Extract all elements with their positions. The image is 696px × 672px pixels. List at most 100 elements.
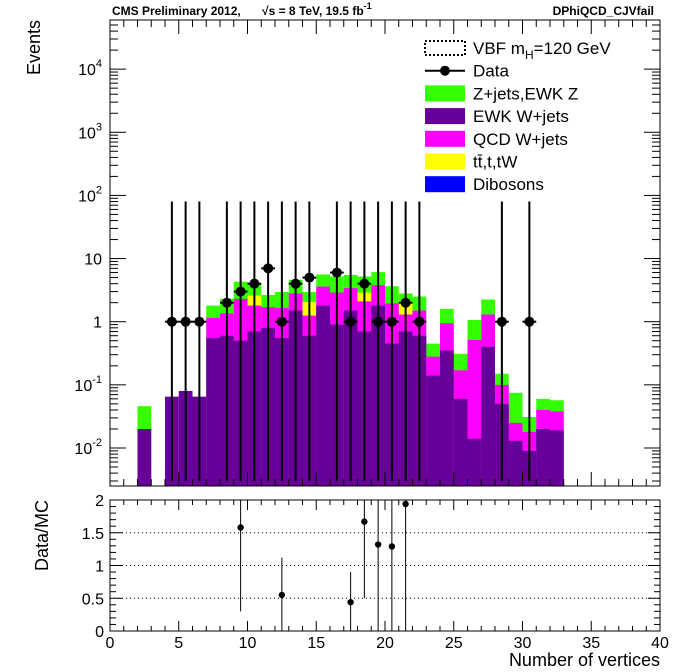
header-energy-sup: -1	[364, 1, 372, 11]
data-point-9	[304, 272, 315, 283]
legend: VBF mH=120 GeV Data Z+jets,EWK Z EWK W+jets…	[424, 39, 612, 194]
ratio-point-2	[347, 598, 354, 606]
ratio-points	[237, 500, 409, 631]
bar-1-bin-2	[137, 428, 152, 486]
data-point-3	[221, 297, 232, 308]
legend-label-text-0: VBF m	[473, 39, 525, 58]
ratio-panel: 00.511.520 5 10 15 20 25 30 35 40 Data/MC Number…	[32, 493, 669, 670]
main-ytick-base-6: 10	[78, 62, 96, 79]
legend-label-text-5: tt̄,t,tW	[473, 153, 517, 172]
legend-label-text-4: QCD W+jets	[473, 130, 568, 149]
ratio-point-6	[402, 500, 409, 508]
bar-1-bin-7	[206, 338, 220, 486]
ratio-y-title: Data/MC	[32, 500, 52, 571]
legend-label-1: Data	[473, 62, 509, 81]
legend-label-5: tt̄,t,tW	[473, 153, 517, 172]
data-point-14	[386, 316, 397, 327]
data-point-0	[166, 316, 177, 327]
header-right: DPhiQCD_CJVfail	[553, 4, 654, 18]
data-point-16	[414, 316, 425, 327]
main-ytick-exp-6: 4	[96, 58, 102, 70]
ratio-axes: 00.511.520 5 10 15 20 25 30 35 40	[82, 493, 669, 652]
bar-1-bin-23	[426, 375, 440, 486]
legend-swatch-0	[424, 40, 466, 56]
data-point-10	[331, 267, 342, 278]
ratio-xtick-label-3: 15	[307, 635, 325, 652]
bar-1-bin-25	[453, 398, 468, 486]
main-ytick-base-2: 1	[93, 315, 102, 332]
bar-1-bin-27	[481, 346, 495, 486]
ratio-ytick-label-0: 0	[95, 624, 104, 641]
ratio-xtick-label-4: 20	[376, 635, 394, 652]
ratio-xtick-label-5: 25	[445, 635, 463, 652]
legend-label-text-1: Data	[473, 62, 509, 81]
main-ytick-base-5: 10	[78, 125, 96, 142]
bar-1-bin-24	[440, 350, 454, 486]
legend-swatch-2	[425, 85, 465, 102]
ratio-ytick-label-2: 1	[95, 559, 104, 576]
main-ytick-exp-4: 2	[96, 184, 102, 196]
legend-label-4: QCD W+jets	[473, 130, 568, 149]
data-points	[165, 201, 537, 482]
legend-label-tail-0: =120 GeV	[534, 39, 612, 58]
ratio-xtick-label-1: 5	[174, 635, 183, 652]
main-ytick-label-2: 1	[93, 315, 102, 332]
data-point-17	[496, 316, 507, 327]
main-ytick-label-5: 103	[78, 121, 102, 142]
ratio-point-4	[374, 541, 382, 548]
legend-label-sub-0: H	[525, 48, 534, 62]
ratio-xtick-label-8: 40	[651, 635, 669, 652]
ratio-xtick-label-7: 35	[582, 635, 600, 652]
ratio-point-3	[361, 518, 368, 525]
main-ytick-base-1: 10	[74, 378, 92, 395]
data-point-7	[276, 316, 287, 327]
data-point-1	[180, 316, 191, 327]
data-point-2	[194, 316, 205, 327]
header-left: CMS Preliminary 2012,	[112, 4, 241, 18]
data-point-11	[345, 316, 356, 327]
main-ytick-label-1: 10-1	[74, 374, 102, 395]
data-point-6	[263, 263, 274, 274]
legend-swatch-1	[440, 65, 450, 76]
ratio-x-title: Number of vertices	[509, 650, 660, 670]
ratio-xtick-label-6: 30	[514, 635, 532, 652]
data-point-13	[373, 316, 384, 327]
legend-label-2: Z+jets,EWK Z	[473, 84, 578, 103]
data-point-15	[400, 297, 411, 308]
data-point-12	[359, 278, 370, 289]
legend-swatch-5	[425, 153, 465, 170]
ratio-point-1	[278, 591, 286, 599]
header-energy-text: √s = 8 TeV, 19.5 fb	[262, 4, 364, 18]
data-point-18	[524, 316, 535, 327]
header-energy: √s = 8 TeV, 19.5 fb-1	[262, 1, 372, 18]
main-ytick-exp-1: -1	[92, 374, 102, 386]
bar-1-bin-32	[550, 430, 564, 486]
ratio-point-0	[237, 524, 244, 531]
data-point-8	[290, 278, 301, 289]
main-ytick-exp-0: -2	[92, 437, 102, 449]
main-ytick-label-3: 10	[84, 252, 102, 269]
legend-label-6: Dibosons	[473, 175, 544, 194]
data-point-5	[249, 278, 260, 289]
ratio-ytick-label-3: 1.5	[82, 526, 104, 543]
bar-1-bin-26	[467, 438, 482, 486]
main-ytick-label-0: 10-2	[74, 437, 102, 458]
legend-label-text-2: Z+jets,EWK Z	[473, 84, 578, 103]
bar-1-bin-31	[536, 428, 550, 486]
bar-1-bin-15	[316, 305, 330, 486]
main-ytick-label-6: 104	[78, 58, 102, 79]
main-ytick-label-4: 102	[78, 184, 102, 205]
ratio-ytick-label-4: 2	[95, 493, 104, 510]
ratio-point-5	[388, 543, 396, 550]
main-ytick-base-0: 10	[74, 441, 92, 458]
legend-swatch-4	[425, 130, 465, 147]
legend-swatch-3	[425, 108, 465, 125]
ratio-frame	[110, 500, 660, 631]
main-ytick-exp-5: 3	[96, 121, 102, 133]
legend-label-text-6: Dibosons	[473, 175, 544, 194]
ratio-xtick-label-2: 10	[239, 635, 257, 652]
legend-label-3: EWK W+jets	[473, 107, 569, 126]
legend-label-text-3: EWK W+jets	[473, 107, 569, 126]
